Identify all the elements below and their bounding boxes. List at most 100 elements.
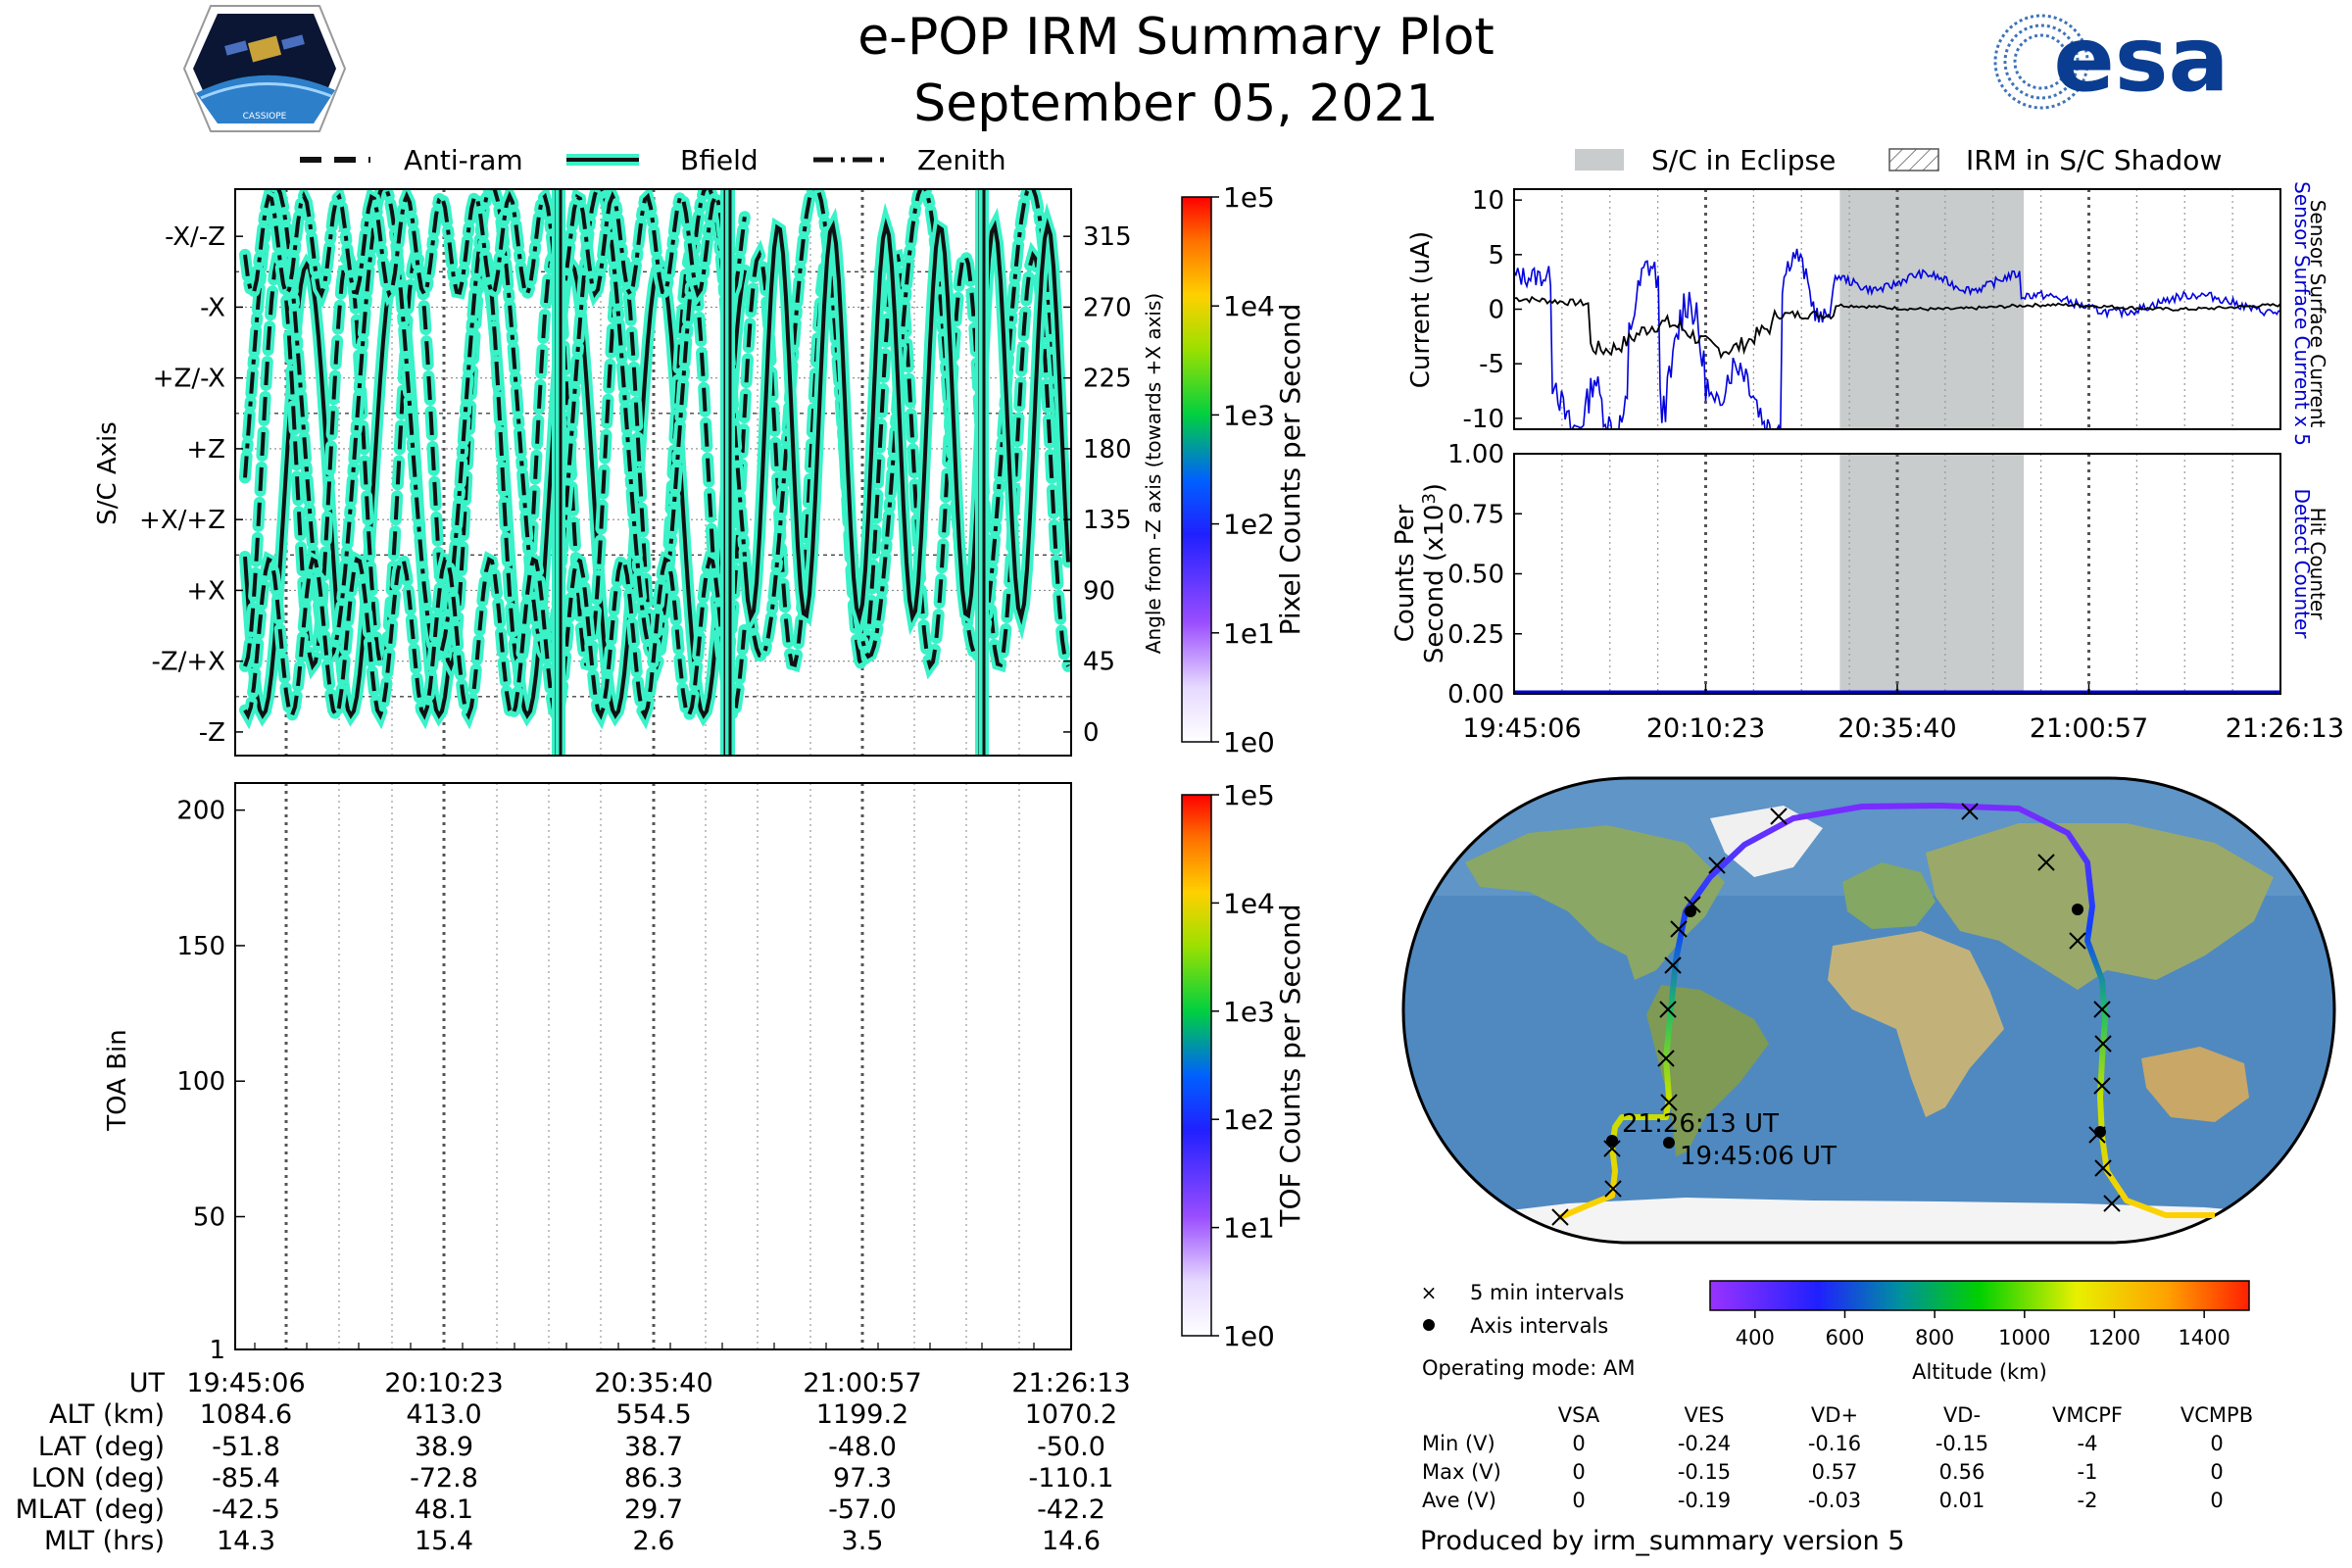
ephemeris-cell: 21:00:57 [803,1368,921,1398]
ephemeris-cell: 554.5 [615,1399,691,1430]
legend-shadow-label: IRM in S/C Shadow [1966,144,2222,176]
voltage-header: VES [1685,1403,1725,1427]
sensor-current-x5-line [1514,248,2280,429]
ephemeris-cell: 86.3 [624,1463,683,1494]
orbit-map: 21:26:13 UT 19:45:06 UT [1401,776,2336,1245]
angle-tick-label: 45 [1083,648,1115,677]
voltage-header: VMCPF [2052,1403,2123,1427]
ephemeris-cell: 19:45:06 [186,1368,305,1398]
esa-logo: esa [1993,7,2230,112]
sc-axis-ylabel: S/C Axis [93,421,122,525]
ephemeris-cell: 14.6 [1042,1526,1101,1556]
five-min-marker [1961,803,1979,820]
tof-colorbar: 1e0 1e1 1e2 1e3 1e4 1e5 TOF Counts per Second [1181,779,1306,1352]
sc-axis-tick-label: +X [186,576,225,606]
colorbar-tick-label: 1e3 [1223,996,1275,1028]
axis-interval-marker [1663,1137,1675,1149]
colorbar-tick-label: 1e1 [1223,1212,1275,1245]
ephemeris-cell: -51.8 [212,1432,280,1462]
toa-gridlines [284,783,1020,1349]
page-date: September 05, 2021 [913,74,1439,133]
colorbar-tick-label: 1e0 [1223,1320,1275,1352]
five-min-marker [2069,932,2086,950]
voltage-cell: -0.16 [1808,1432,1861,1455]
map-legend: × 5 min intervals Axis intervals Operati… [1421,1281,1636,1380]
counts-tick-label: 0.75 [1447,500,1504,529]
five-min-marker [1659,1001,1677,1018]
counts-gridlines [1561,454,2233,694]
current-right-label-blue: Sensor Surface Current x 5 [2290,181,2314,446]
counts-panel: 1.00 0.75 0.50 0.25 0.00 19:45:06 20:10:23 20:… [1391,440,2344,744]
esa-logo-text: esa [2053,7,2229,112]
voltage-header: VCMPB [2180,1403,2253,1427]
legend-eclipse: S/C in Eclipse IRM in S/C Shadow [1575,144,2222,176]
orbit-end-label: 21:26:13 UT [1622,1109,1779,1139]
colorbar-tick-label: 1e0 [1223,726,1275,759]
five-min-marker [1551,1208,1569,1226]
ephemeris-cell: 1084.6 [200,1399,292,1430]
tof-colorbar-ticks: 1e0 1e1 1e2 1e3 1e4 1e5 [1211,779,1275,1352]
five-min-marker [2093,1077,2111,1095]
axis-interval-marker [2094,1126,2106,1138]
sc-axis-tick-label: -X [200,293,225,322]
current-right-label-black: Sensor Surface Current [2306,200,2329,428]
voltage-cell: -1 [2078,1460,2098,1484]
five-min-marker [2037,854,2055,871]
altitude-tick-label: 400 [1736,1326,1775,1349]
current-panel: 10 5 0 -5 -10 Current (uA) Sensor Surface Cu… [1406,181,2329,446]
counts-tick-label: 0.50 [1447,561,1504,590]
toa-tick-label: 200 [176,797,225,826]
current-tick-label: -10 [1463,405,1504,434]
counts-x-tick-label: 20:35:40 [1838,713,1956,744]
angle-tick-label: 180 [1083,435,1132,465]
tof-colorbar-label: TOF Counts per Second [1274,904,1306,1227]
ephemeris-cell: -57.0 [828,1494,897,1525]
angle-tick-label: 90 [1083,576,1115,606]
voltage-cell: 0 [1572,1460,1585,1484]
legend-anti-ram: Anti-ram [300,144,523,176]
legend-bfield-label: Bfield [680,144,759,176]
toa-ylabel: TOA Bin [103,1029,132,1131]
current-lines [1514,248,2280,429]
ephemeris-cell: 15.4 [415,1526,473,1556]
ephemeris-cell: 21:26:13 [1011,1368,1130,1398]
sc-axis-tick-label: -X/-Z [165,222,225,252]
operating-mode: Operating mode: AM [1422,1356,1635,1380]
five-min-marker [2103,1195,2121,1212]
counts-tick-label: 0.00 [1447,680,1504,710]
eclipse-shade-counts [1839,454,2025,694]
colorbar-tick-label: 1e5 [1223,181,1275,214]
counts-tick-label: 0.25 [1447,620,1504,650]
five-min-marker [2093,1001,2111,1018]
voltage-row-label: Ave (V) [1422,1489,1496,1512]
five-min-marker [1660,1094,1678,1111]
colorbar-tick-label: 1e1 [1223,617,1275,650]
counts-ylabel-line2: Second (x103) [1419,483,1449,663]
orbit-track [1551,803,2215,1226]
ephemeris-cell: 20:35:40 [594,1368,712,1398]
sensor-current-line [1514,295,2280,360]
five-min-marker [2094,1159,2112,1177]
ephemeris-cell: -85.4 [212,1463,280,1494]
voltage-header: VSA [1558,1403,1600,1427]
ephemeris-cell: 29.7 [624,1494,683,1525]
eclipse-shade [1839,189,2025,429]
ephemeris-cell: -72.8 [410,1463,478,1494]
altitude-label: Altitude (km) [1912,1360,2047,1384]
legend-bfield: Bfield [566,144,759,176]
colorbar-tick-label: 1e3 [1223,399,1275,431]
five-min-marker [1770,808,1788,825]
legend-anti-ram-label: Anti-ram [404,144,523,176]
counts-x-tick-label: 19:45:06 [1462,713,1581,744]
five-min-marker [2094,1035,2112,1053]
pixel-colorbar: 1e0 1e1 1e2 1e3 1e4 1e5 Pixel Counts per Seco… [1181,181,1306,759]
altitude-ticks: 400 600 800 1000 1200 1400 [1736,1310,2230,1349]
five-min-marker [1657,1050,1675,1067]
ephemeris-cell: 413.0 [406,1399,481,1430]
ephemeris-cell: 1070.2 [1025,1399,1117,1430]
ephemeris-cell: -50.0 [1037,1432,1105,1462]
voltage-cell: 0 [2210,1460,2223,1484]
axis-interval-marker [1606,1135,1618,1147]
